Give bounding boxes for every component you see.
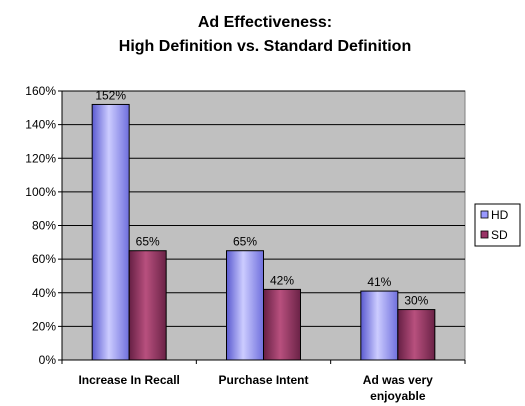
data-label-hd-2: 41% xyxy=(367,275,391,289)
y-tick-label: 160% xyxy=(25,84,56,98)
y-tick-label: 0% xyxy=(39,353,57,367)
bar-hd-0 xyxy=(91,103,130,361)
bar-sd-0 xyxy=(128,250,167,361)
y-tick-label: 80% xyxy=(32,219,56,233)
bar-hd-2 xyxy=(360,290,399,361)
bar-sd-2 xyxy=(397,309,436,361)
data-label-hd-0: 152% xyxy=(95,88,126,102)
legend-swatch-hd xyxy=(480,210,489,219)
data-label-sd-2: 30% xyxy=(404,294,428,308)
chart-title-line-1: Ad Effectiveness: xyxy=(198,14,332,31)
legend-label-sd: SD xyxy=(491,228,508,242)
chart-title: Ad Effectiveness: High Definition vs. St… xyxy=(119,14,411,55)
chart-title-line-2: High Definition vs. Standard Definition xyxy=(119,38,411,55)
y-tick-label: 100% xyxy=(25,185,56,199)
legend-swatch-sd xyxy=(480,230,489,239)
bar-sd-1 xyxy=(263,288,301,361)
bar-hd-1 xyxy=(226,250,264,361)
y-tick-label: 120% xyxy=(25,151,56,165)
bars xyxy=(91,103,436,361)
legend-label-hd: HD xyxy=(491,208,509,222)
y-tick-label: 60% xyxy=(32,252,56,266)
x-axis: Increase In Recall Purchase Intent Ad was … xyxy=(61,359,466,403)
x-category-label: enjoyable xyxy=(370,389,426,403)
data-labels: 152% 65% 65% 42% 41% 30% xyxy=(95,88,428,307)
data-label-sd-0: 65% xyxy=(136,235,160,249)
y-tick-label: 140% xyxy=(25,118,56,132)
x-category-label: Increase In Recall xyxy=(78,373,179,387)
data-label-hd-1: 65% xyxy=(233,235,257,249)
legend: HD SD xyxy=(474,203,521,247)
x-category-label: Ad was very xyxy=(363,373,433,387)
y-axis: 0% 20% 40% 60% 80% 100% 120% 140% 160% xyxy=(25,84,63,367)
y-tick-label: 20% xyxy=(32,319,56,333)
x-category-label: Purchase Intent xyxy=(218,373,308,387)
data-label-sd-1: 42% xyxy=(270,273,294,287)
y-tick-label: 40% xyxy=(32,286,56,300)
